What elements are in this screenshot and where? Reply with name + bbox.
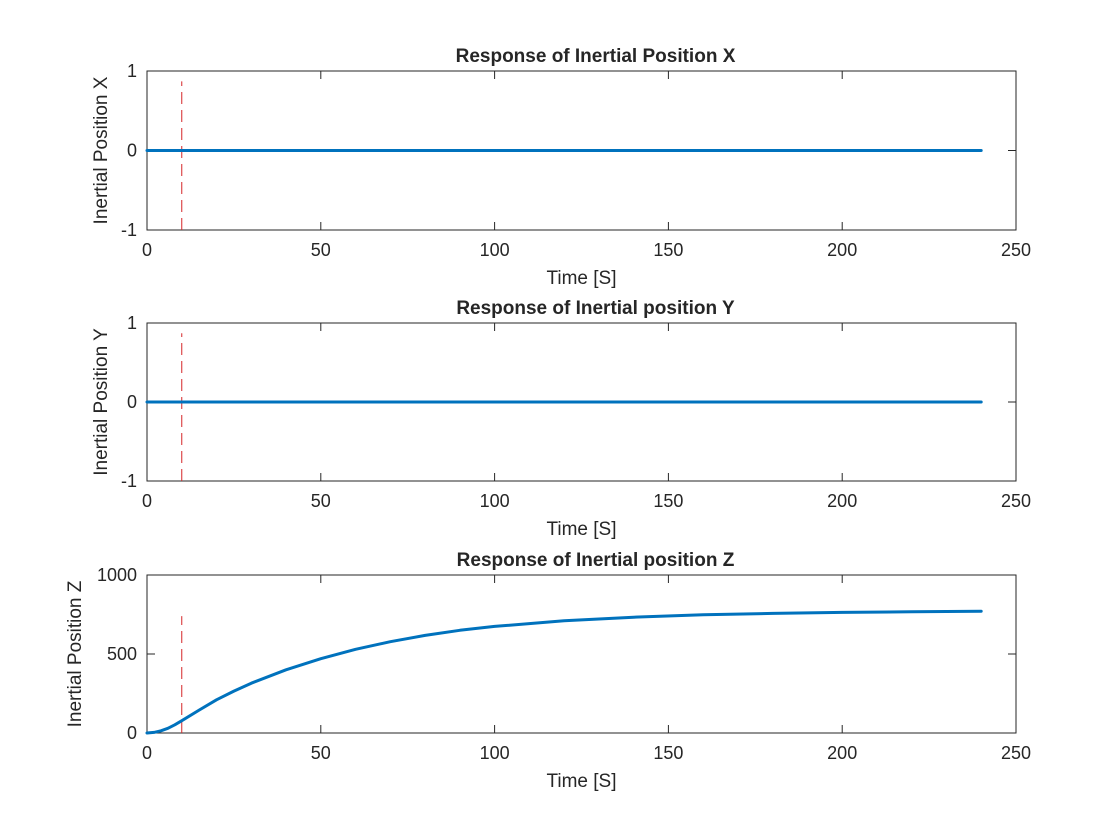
y-tick-label: 0 bbox=[127, 141, 137, 161]
subplot-title: Response of Inertial position Z bbox=[457, 550, 735, 571]
x-tick-label: 100 bbox=[480, 743, 510, 763]
x-tick-label: 50 bbox=[311, 743, 331, 763]
x-tick-label: 150 bbox=[653, 491, 683, 511]
x-tick-label: 250 bbox=[1001, 743, 1031, 763]
x-tick-label: 0 bbox=[142, 240, 152, 260]
x-tick-label: 200 bbox=[827, 491, 857, 511]
x-tick-label: 100 bbox=[480, 240, 510, 260]
y-axis-label: Inertial Position X bbox=[91, 76, 112, 224]
y-tick-label: 0 bbox=[127, 723, 137, 743]
y-tick-label: 1 bbox=[127, 313, 137, 333]
y-tick-label: 0 bbox=[127, 392, 137, 412]
x-axis-label: Time [S] bbox=[546, 519, 616, 540]
x-axis-label: Time [S] bbox=[546, 771, 616, 792]
subplot-title: Response of Inertial position Y bbox=[456, 298, 735, 319]
axes-box bbox=[146, 574, 1017, 734]
series-line bbox=[145, 609, 983, 735]
y-tick-label: -1 bbox=[121, 220, 137, 240]
x-tick-label: 200 bbox=[827, 743, 857, 763]
y-axis-label: Inertial Position Y bbox=[91, 328, 112, 476]
x-tick-label: 50 bbox=[311, 491, 331, 511]
x-tick-label: 250 bbox=[1001, 491, 1031, 511]
y-axis-label: Inertial Position Z bbox=[65, 580, 86, 727]
x-axis-label: Time [S] bbox=[546, 268, 616, 289]
x-tick-label: 100 bbox=[480, 491, 510, 511]
x-tick-label: 50 bbox=[311, 240, 331, 260]
x-tick-label: 0 bbox=[142, 491, 152, 511]
x-tick-label: 150 bbox=[653, 240, 683, 260]
y-tick-label: -1 bbox=[121, 471, 137, 491]
x-tick-label: 150 bbox=[653, 743, 683, 763]
x-tick-label: 0 bbox=[142, 743, 152, 763]
x-tick-label: 200 bbox=[827, 240, 857, 260]
y-tick-label: 1000 bbox=[97, 565, 137, 585]
subplot-3: 0 50 100 150 200 250 0 500 1000 Response of Inert… bbox=[65, 550, 1031, 792]
subplot-title: Response of Inertial Position X bbox=[456, 46, 736, 67]
y-tick-label: 500 bbox=[107, 644, 137, 664]
x-tick-label: 250 bbox=[1001, 240, 1031, 260]
y-tick-label: 1 bbox=[127, 61, 137, 81]
